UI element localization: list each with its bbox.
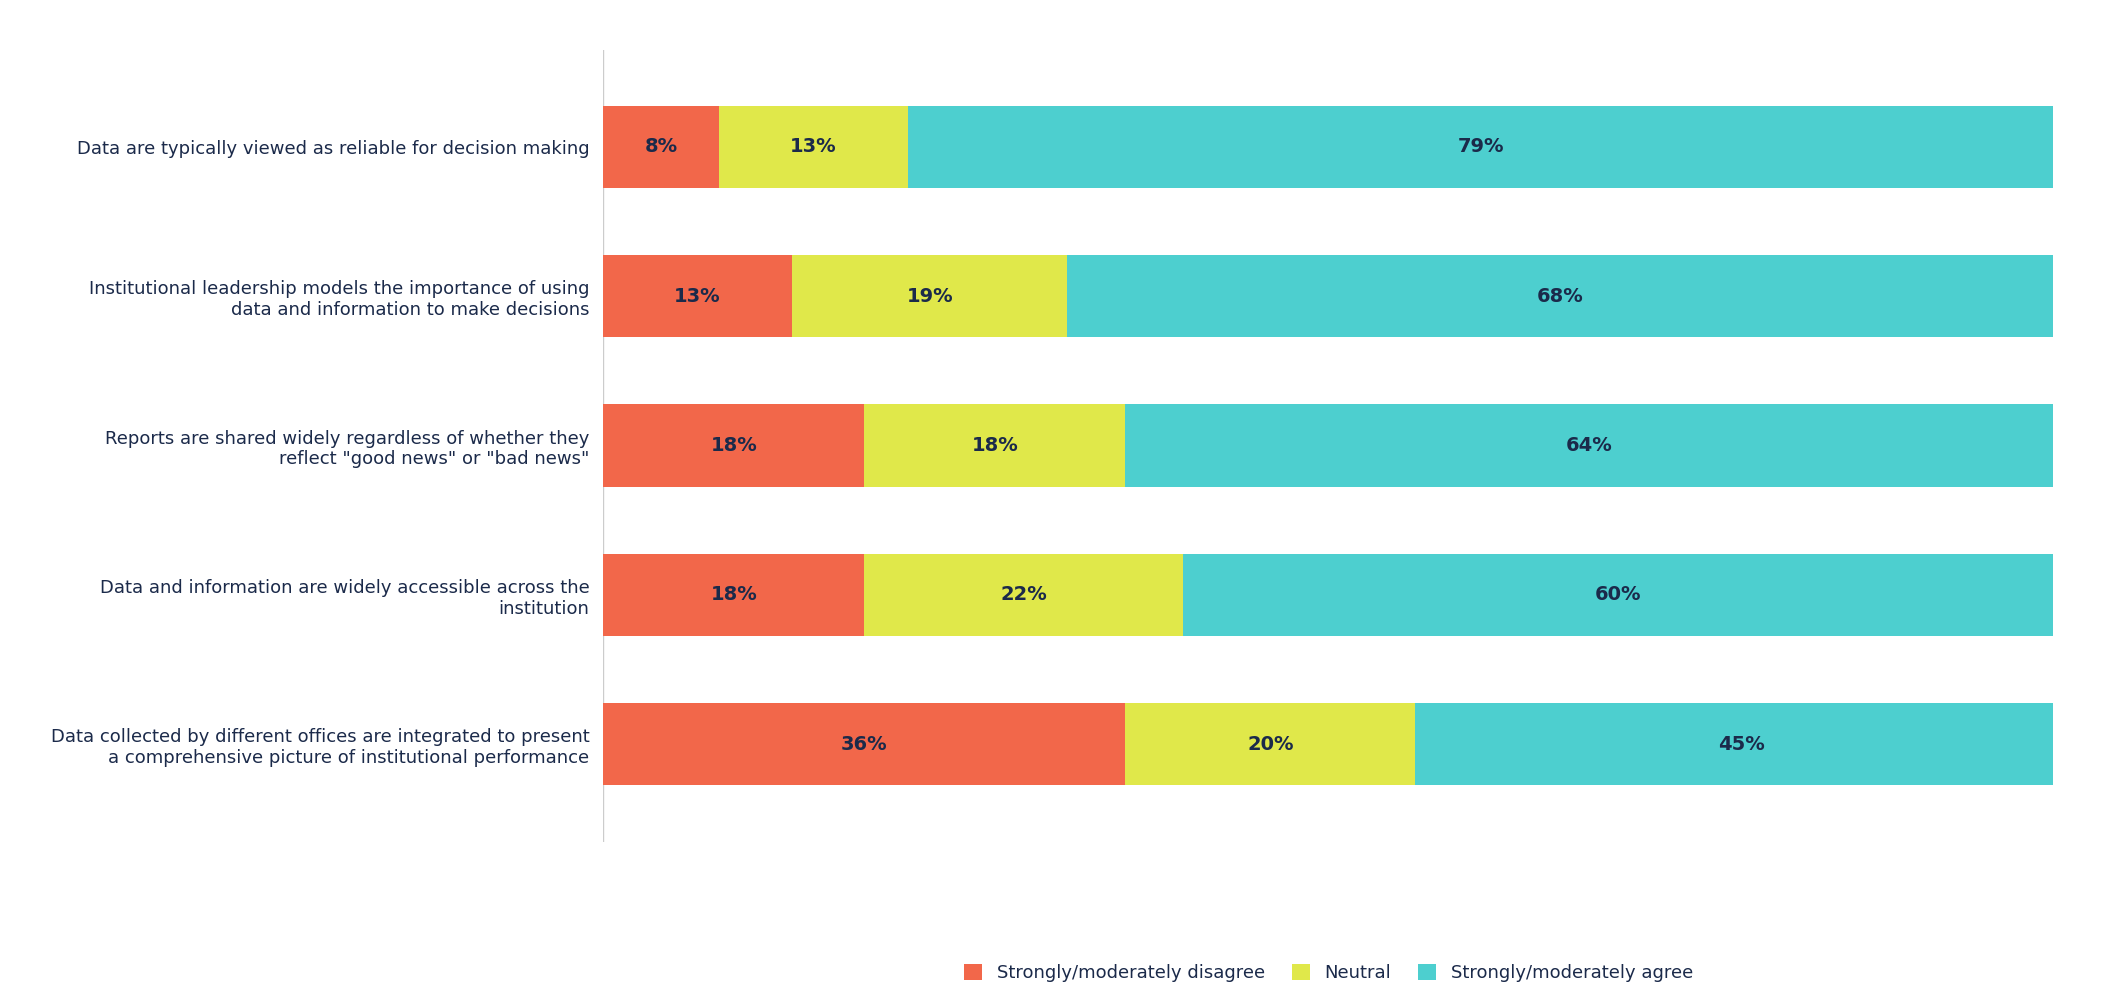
Legend: Strongly/moderately disagree, Neutral, Strongly/moderately agree: Strongly/moderately disagree, Neutral, S… (955, 954, 1702, 990)
Text: 18%: 18% (711, 436, 758, 455)
Text: 68%: 68% (1537, 286, 1584, 306)
Bar (603, 255, 792, 338)
Text: 18%: 18% (711, 585, 758, 605)
Bar (1067, 255, 2053, 338)
Bar (603, 553, 864, 636)
Text: 8%: 8% (646, 138, 677, 156)
Bar (603, 404, 864, 487)
Bar (1126, 703, 1416, 785)
Bar (603, 106, 720, 188)
Bar (1416, 703, 2068, 785)
Bar (603, 703, 1126, 785)
Text: 79%: 79% (1456, 138, 1503, 156)
Bar (792, 255, 1067, 338)
Bar (864, 553, 1183, 636)
Bar (1126, 404, 2053, 487)
Text: 20%: 20% (1247, 735, 1293, 753)
Bar (864, 404, 1126, 487)
Text: 18%: 18% (972, 436, 1018, 455)
Bar (908, 106, 2053, 188)
Text: 13%: 13% (675, 286, 722, 306)
Bar (1183, 553, 2053, 636)
Text: 60%: 60% (1596, 585, 1641, 605)
Bar (720, 106, 908, 188)
Text: 13%: 13% (790, 138, 836, 156)
Text: 45%: 45% (1719, 735, 1766, 753)
Text: 22%: 22% (1001, 585, 1048, 605)
Text: 19%: 19% (906, 286, 953, 306)
Text: 36%: 36% (840, 735, 887, 753)
Text: 64%: 64% (1567, 436, 1613, 455)
